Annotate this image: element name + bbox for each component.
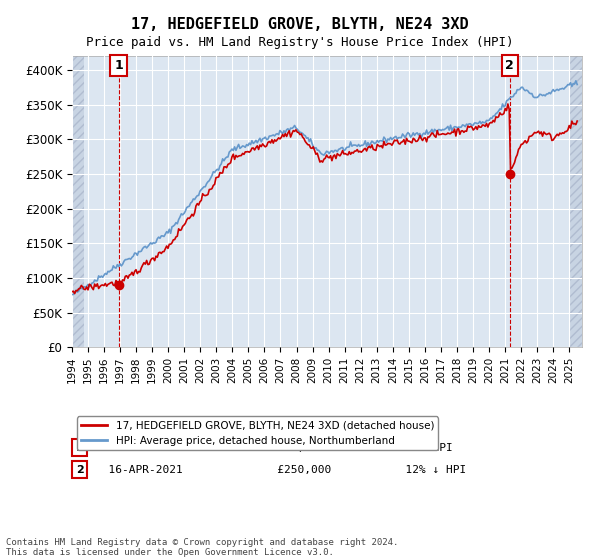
Bar xyxy=(72,56,84,347)
Text: 1: 1 xyxy=(76,442,83,452)
Bar xyxy=(570,56,594,347)
Text: 2: 2 xyxy=(505,59,514,72)
Text: 22-NOV-1996              £89,500           9% ↑ HPI: 22-NOV-1996 £89,500 9% ↑ HPI xyxy=(95,442,453,452)
Text: 1: 1 xyxy=(114,59,123,72)
Text: Price paid vs. HM Land Registry's House Price Index (HPI): Price paid vs. HM Land Registry's House … xyxy=(86,36,514,49)
Text: 2: 2 xyxy=(76,464,83,474)
Text: 16-APR-2021              £250,000           12% ↓ HPI: 16-APR-2021 £250,000 12% ↓ HPI xyxy=(95,464,466,474)
Text: 17, HEDGEFIELD GROVE, BLYTH, NE24 3XD: 17, HEDGEFIELD GROVE, BLYTH, NE24 3XD xyxy=(131,17,469,32)
Text: Contains HM Land Registry data © Crown copyright and database right 2024.
This d: Contains HM Land Registry data © Crown c… xyxy=(6,538,398,557)
Legend: 17, HEDGEFIELD GROVE, BLYTH, NE24 3XD (detached house), HPI: Average price, deta: 17, HEDGEFIELD GROVE, BLYTH, NE24 3XD (d… xyxy=(77,417,439,450)
